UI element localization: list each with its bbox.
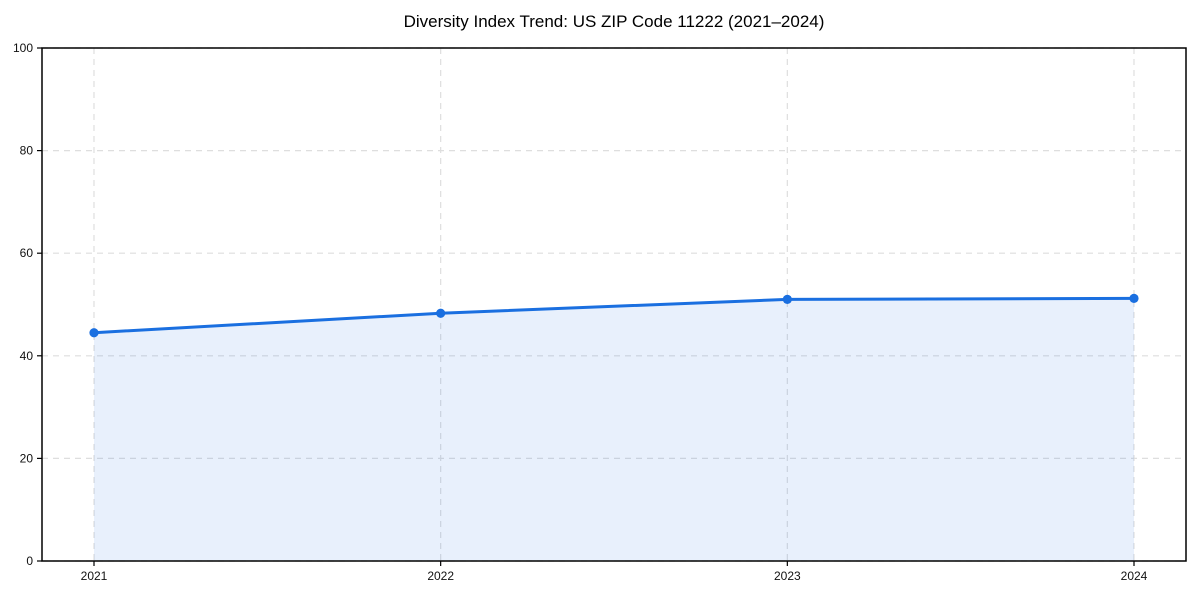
y-tick-label: 40	[20, 349, 34, 363]
data-point-2022	[436, 308, 446, 318]
y-tick-label: 20	[20, 451, 34, 465]
x-tick-label: 2023	[774, 569, 801, 583]
y-tick-label: 0	[26, 554, 33, 568]
y-tick-label: 60	[20, 246, 34, 260]
trend-line	[92, 296, 1136, 335]
y-tick-label: 100	[13, 41, 33, 55]
data-point-2021	[89, 328, 99, 338]
data-point-2023	[782, 294, 792, 304]
chart-title: Diversity Index Trend: US ZIP Code 11222…	[403, 12, 825, 31]
y-tick-label: 80	[20, 144, 34, 158]
x-tick-label: 2022	[427, 569, 454, 583]
x-tick-label: 2024	[1121, 569, 1148, 583]
data-point-2024	[1129, 293, 1139, 303]
x-tick-label: 2021	[81, 569, 108, 583]
plot-border	[41, 47, 1187, 562]
area-fill	[94, 298, 1134, 561]
